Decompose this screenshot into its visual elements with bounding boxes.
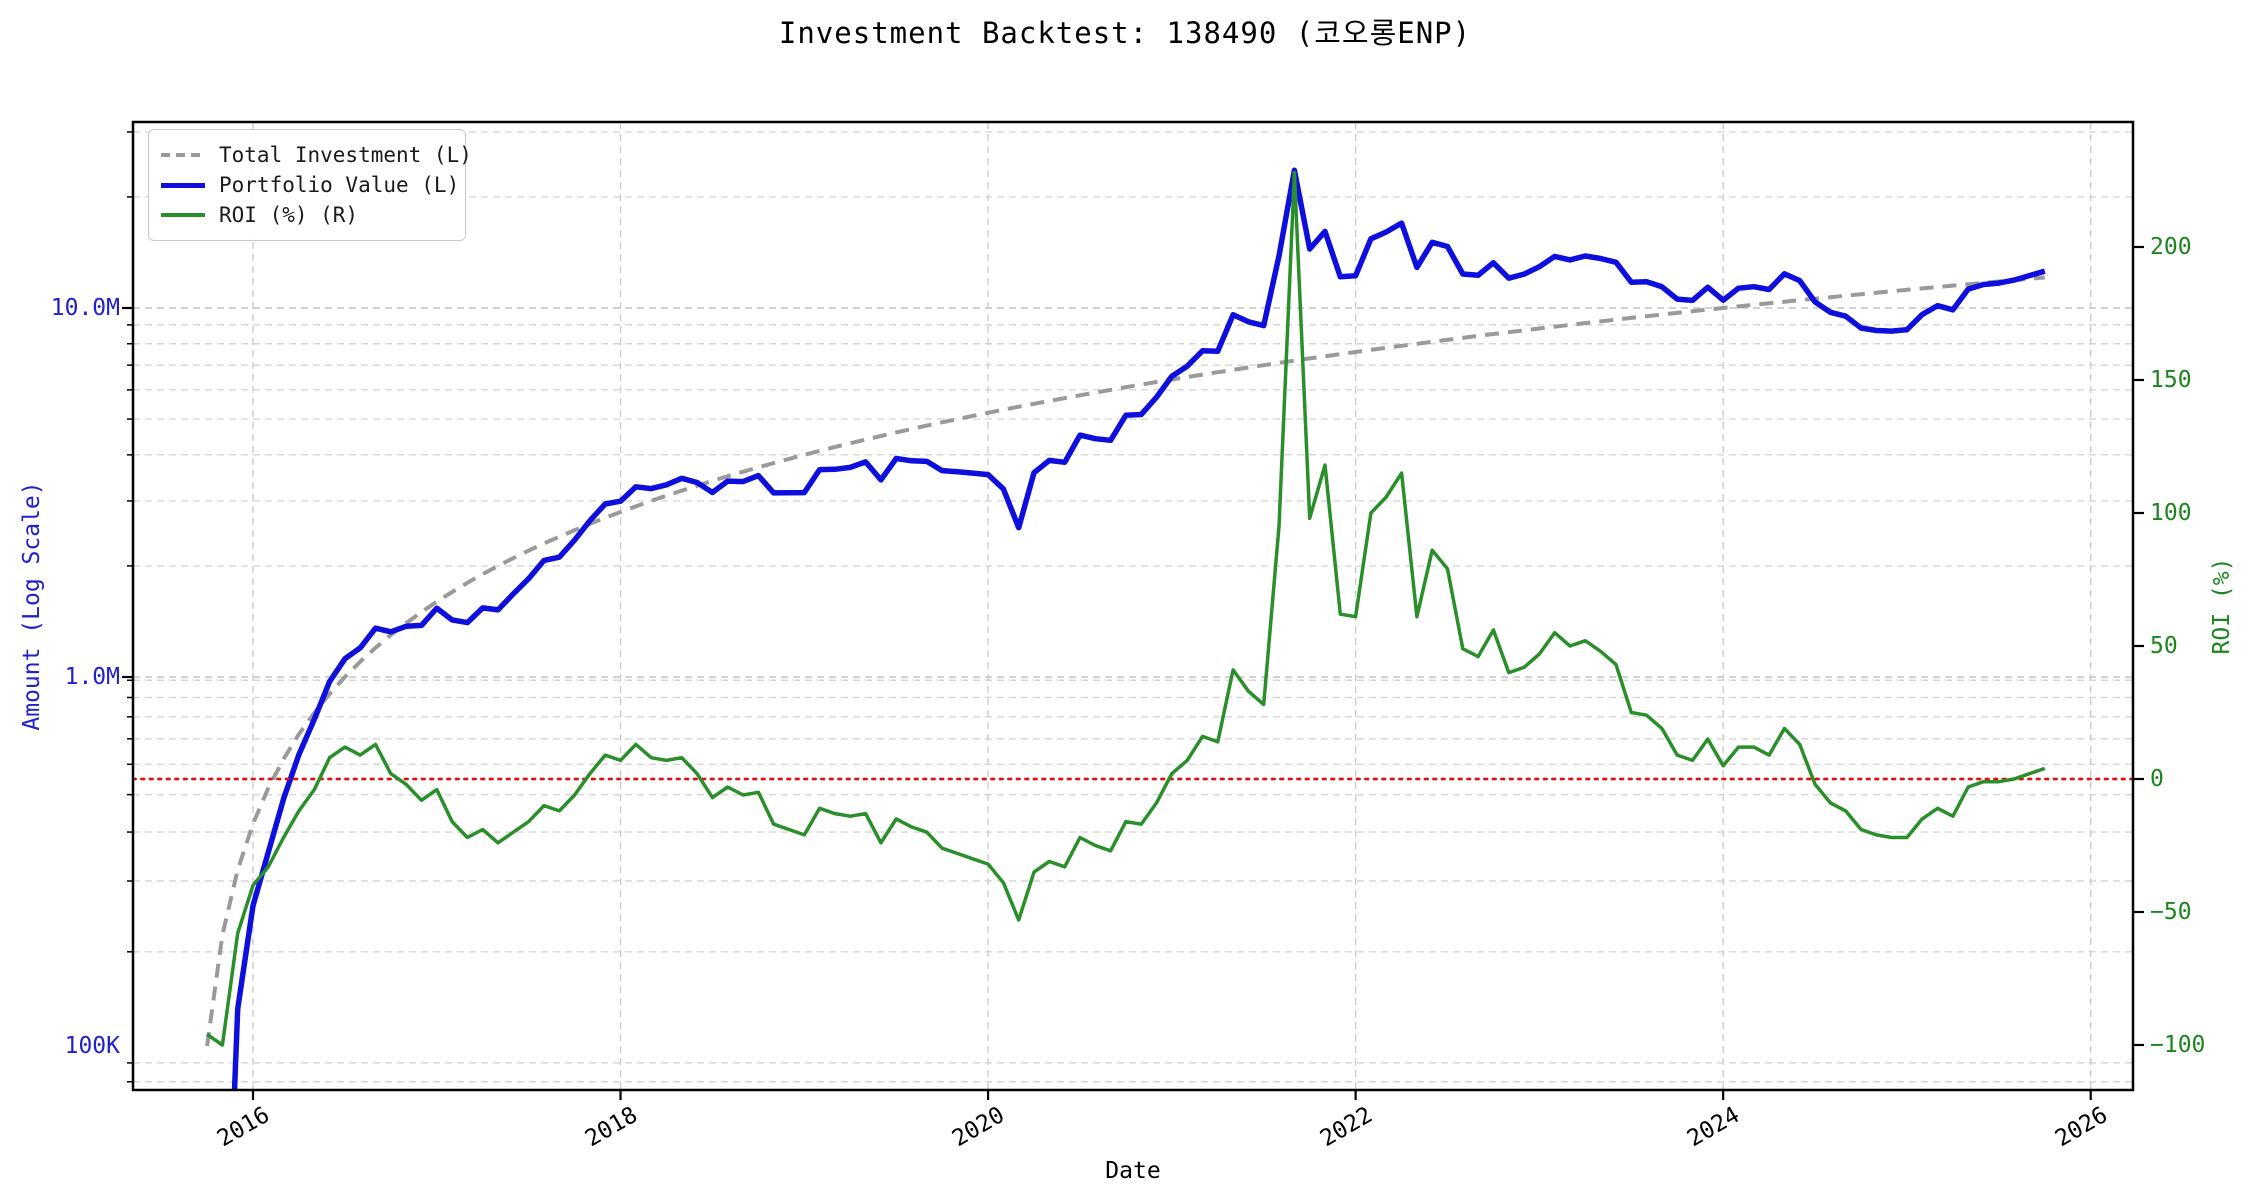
total-investment-line <box>205 275 2045 1047</box>
solid-line-sample <box>161 213 205 217</box>
left-tick-label: 1.0M <box>64 664 120 690</box>
page-title: Investment Backtest: 138490 (코오롱ENP) <box>778 16 1472 50</box>
legend-item-roi: ROI (%) (R) <box>161 200 451 230</box>
roi-line <box>206 170 2046 1047</box>
left-tick-label: 100K <box>64 1033 120 1059</box>
legend-item-total-investment: Total Investment (L) <box>161 140 472 170</box>
right-tick-label: 100 <box>2150 500 2192 526</box>
solid-line-sample <box>161 182 205 188</box>
right-tick-label: 150 <box>2150 367 2192 393</box>
legend-label: ROI (%) (R) <box>219 203 359 227</box>
legend-item-portfolio-value: Portfolio Value (L) <box>161 170 459 200</box>
legend-label: Total Investment (L) <box>219 143 472 167</box>
x-axis-label: Date <box>1105 1158 1161 1184</box>
plot-border <box>131 120 2135 1092</box>
right-tick-label: 0 <box>2150 766 2164 792</box>
right-tick-label: −50 <box>2150 899 2192 925</box>
left-tick-label: 10.0M <box>50 295 120 321</box>
legend: Total Investment (L) Portfolio Value (L)… <box>148 129 472 241</box>
portfolio-value-line <box>231 167 2046 1090</box>
dashed-line-sample <box>161 153 205 157</box>
legend-label: Portfolio Value (L) <box>219 173 460 197</box>
right-tick-label: 50 <box>2150 633 2178 659</box>
left-axis-label: Amount (Log Scale) <box>19 481 45 731</box>
right-tick-label: −100 <box>2150 1032 2206 1058</box>
axis-ticks <box>122 131 2144 1100</box>
right-tick-label: 200 <box>2150 234 2192 260</box>
right-axis-label: ROI (%) <box>2209 557 2235 655</box>
